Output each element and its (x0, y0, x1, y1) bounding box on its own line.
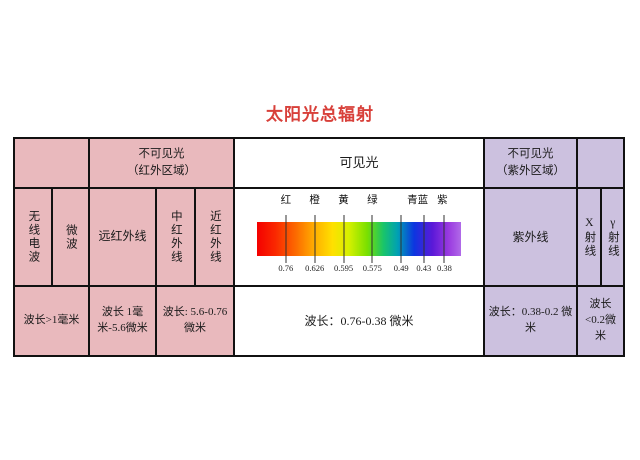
band-label-far-infrared: 远红外线 (98, 229, 147, 244)
spectrum-color-label-4: 青蓝 (407, 195, 429, 206)
band-cell-ultraviolet: 紫外线 (485, 187, 578, 285)
spectrum-color-label-3: 绿 (367, 195, 378, 206)
band-cell-gamma-ray: γ射线 (602, 187, 623, 285)
spectrum-tick-value-1: 0.626 (305, 263, 325, 273)
spectrum-tick-value-2: 0.595 (333, 263, 354, 273)
category-invisible-infrared-line1: 不可见光 (138, 147, 185, 160)
spectrum-color-label-5: 紫 (437, 195, 448, 206)
spectrum-table: 不可见光 （红外区域） 可见光 不可见光 （紫外区域） 无线电波 微波 远红外线… (13, 137, 625, 357)
category-cell-blank-left (15, 139, 90, 187)
band-cell-near-infrared: 近红外线 (196, 187, 235, 285)
spectrum-tick-value-4: 0.49 (393, 263, 409, 273)
band-label-near-infrared: 近红外线 (208, 210, 221, 264)
band-cell-microwave: 微波 (53, 187, 90, 285)
category-cell-invisible-ultraviolet: 不可见光 （紫外区域） (485, 139, 578, 187)
band-label-x-ray: X射线 (583, 216, 596, 258)
band-cell-mid-infrared: 中红外线 (157, 187, 196, 285)
band-label-mid-infrared: 中红外线 (169, 210, 182, 264)
spectrum-tick-0 (285, 215, 287, 263)
band-label-ultraviolet: 紫外线 (512, 229, 549, 244)
wavelength-cell-ultraviolet: 波长：0.38-0.2 微米 (485, 285, 578, 355)
spectrum-tick-value-0: 0.76 (278, 263, 294, 273)
band-cell-radio-wave: 无线电波 (15, 187, 53, 285)
category-invisible-ultraviolet-line1: 不可见光 (507, 147, 554, 160)
band-cell-far-infrared: 远红外线 (90, 187, 157, 285)
table-row-category: 不可见光 （红外区域） 可见光 不可见光 （紫外区域） (15, 139, 623, 187)
spectrum-tick-6 (443, 215, 445, 263)
wavelength-cell-x-gamma-ray: 波长<0.2微米 (578, 285, 623, 355)
wavelength-cell-visible: 波长：0.76-0.38 微米 (235, 285, 485, 355)
table-row-wavelength: 波长>1毫米 波长 1毫米-5.6微米 波长: 5.6-0.76微米 波长：0.… (15, 285, 623, 355)
band-cell-visible-spectrum: 红 橙 黄 绿 青蓝紫 0.76 0.626 0.595 0.575 0.49 0.43 0.38 (235, 187, 485, 285)
category-cell-blank-right (578, 139, 623, 187)
spectrum-color-label-2: 黄 (338, 195, 349, 206)
spectrum-tick-value-3: 0.575 (362, 263, 382, 273)
table-row-band: 无线电波 微波 远红外线 中红外线 近红外线 红 橙 黄 绿 青蓝紫 0.76 0.626… (15, 187, 623, 285)
spectrum-tick-5 (423, 215, 425, 263)
spectrum-tick-value-5: 0.43 (416, 263, 432, 273)
wavelength-cell-far-infrared: 波长 1毫米-5.6微米 (90, 285, 157, 355)
visible-spectrum-chart: 红 橙 黄 绿 青蓝紫 0.76 0.626 0.595 0.575 0.49 0.43 0.38 (235, 189, 483, 285)
spectrum-tick-value-6: 0.38 (437, 263, 452, 273)
spectrum-color-labels: 红 橙 黄 绿 青蓝紫 (235, 194, 483, 210)
spectrum-tick-4 (400, 215, 402, 263)
band-label-gamma-ray: γ射线 (606, 216, 619, 258)
spectrum-tick-2 (343, 215, 345, 263)
spectrum-color-label-1: 橙 (309, 195, 320, 206)
category-cell-visible: 可见光 (235, 139, 485, 187)
page-title: 太阳光总辐射 (266, 105, 374, 124)
category-invisible-ultraviolet-line2: （紫外区域） (496, 165, 565, 177)
spectrum-tick-1 (314, 215, 316, 263)
band-label-radio-wave: 无线电波 (27, 210, 40, 264)
wavelength-cell-radio-wave: 波长>1毫米 (15, 285, 90, 355)
wavelength-cell-mid-near-infrared: 波长: 5.6-0.76微米 (157, 285, 235, 355)
spectrum-color-label-0: 红 (280, 195, 292, 206)
band-cell-x-ray: X射线 (578, 187, 602, 285)
band-label-microwave: 微波 (64, 223, 77, 251)
spectrum-gradient-bar (257, 222, 461, 256)
category-invisible-infrared-line2: （红外区域） (127, 165, 196, 177)
spectrum-tick-3 (371, 215, 373, 263)
category-cell-invisible-infrared: 不可见光 （红外区域） (90, 139, 235, 187)
